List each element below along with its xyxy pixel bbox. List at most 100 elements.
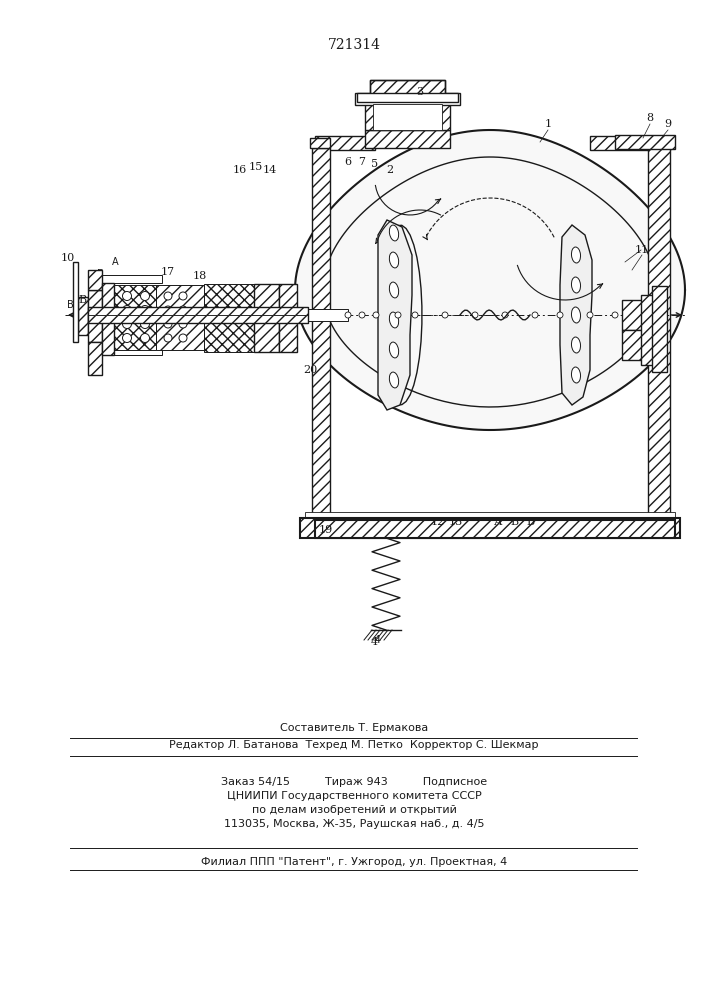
Text: 2: 2: [387, 165, 394, 175]
Ellipse shape: [390, 282, 399, 298]
Bar: [300, 518, 680, 538]
Bar: [308, 309, 348, 321]
Text: 13: 13: [449, 517, 463, 527]
Circle shape: [412, 312, 418, 318]
Bar: [73, 262, 78, 342]
Text: 17: 17: [161, 267, 175, 277]
Circle shape: [502, 312, 508, 318]
Bar: [365, 102, 450, 130]
Bar: [615, 135, 675, 149]
Bar: [310, 138, 330, 148]
Text: 7: 7: [358, 157, 366, 167]
Bar: [88, 307, 308, 323]
Circle shape: [179, 320, 187, 328]
Ellipse shape: [571, 367, 580, 383]
Circle shape: [122, 320, 132, 328]
Circle shape: [164, 334, 172, 342]
Bar: [88, 307, 308, 315]
Bar: [305, 512, 675, 518]
Bar: [622, 330, 644, 360]
Bar: [652, 286, 667, 372]
Circle shape: [532, 312, 538, 318]
Circle shape: [164, 306, 172, 314]
Text: А: А: [112, 257, 118, 267]
Ellipse shape: [390, 225, 399, 241]
Text: 8: 8: [646, 113, 653, 123]
Text: 11: 11: [635, 245, 649, 255]
Text: Составитель Т. Ермакова: Составитель Т. Ермакова: [280, 723, 428, 733]
Text: 14: 14: [263, 165, 277, 175]
Text: 20: 20: [303, 365, 317, 375]
Circle shape: [179, 292, 187, 300]
Bar: [88, 270, 102, 290]
Text: Филиал ППП "Патент", г. Ужгород, ул. Проектная, 4: Филиал ППП "Патент", г. Ужгород, ул. Про…: [201, 857, 507, 867]
Circle shape: [164, 320, 172, 328]
Circle shape: [179, 334, 187, 342]
Circle shape: [612, 312, 618, 318]
Text: 15: 15: [249, 162, 263, 172]
Circle shape: [359, 312, 365, 318]
Text: Б: Б: [510, 517, 518, 527]
Ellipse shape: [571, 277, 580, 293]
Circle shape: [164, 292, 172, 300]
Bar: [88, 290, 102, 342]
Text: ЦНИИПИ Государственного комитета СССР: ЦНИИПИ Государственного комитета СССР: [227, 791, 481, 801]
Circle shape: [557, 312, 563, 318]
Text: 18: 18: [193, 271, 207, 281]
Text: Редактор Л. Батанова  Техред М. Петко  Корректор С. Шекмар: Редактор Л. Батанова Техред М. Петко Кор…: [169, 740, 539, 750]
Bar: [204, 284, 254, 352]
Circle shape: [122, 292, 132, 300]
Bar: [373, 104, 442, 130]
Text: 4: 4: [373, 635, 380, 645]
Bar: [357, 93, 458, 102]
Bar: [641, 295, 656, 365]
Bar: [315, 520, 675, 538]
Text: В: В: [78, 295, 86, 305]
Circle shape: [395, 312, 401, 318]
Bar: [102, 275, 162, 283]
Circle shape: [179, 306, 187, 314]
Ellipse shape: [571, 247, 580, 263]
Bar: [355, 93, 460, 105]
Ellipse shape: [390, 342, 399, 358]
Text: 19: 19: [319, 525, 333, 535]
Bar: [590, 136, 670, 150]
Text: 6: 6: [344, 157, 351, 167]
Bar: [102, 283, 114, 355]
Circle shape: [141, 306, 149, 314]
Text: 16: 16: [233, 165, 247, 175]
Circle shape: [141, 334, 149, 342]
Bar: [88, 342, 102, 375]
Text: 113035, Москва, Ж-35, Раушская наб., д. 4/5: 113035, Москва, Ж-35, Раушская наб., д. …: [223, 819, 484, 829]
Text: 10: 10: [61, 253, 75, 263]
Circle shape: [373, 312, 379, 318]
Bar: [88, 315, 308, 323]
Text: 3: 3: [416, 87, 423, 97]
Bar: [102, 347, 162, 355]
Circle shape: [442, 312, 448, 318]
Text: по делам изобретений и открытий: по делам изобретений и открытий: [252, 805, 457, 815]
Text: 1: 1: [544, 119, 551, 129]
Circle shape: [587, 312, 593, 318]
Text: В: В: [66, 300, 74, 310]
Circle shape: [122, 334, 132, 342]
Bar: [254, 284, 279, 352]
Text: В: В: [526, 517, 534, 527]
Bar: [114, 285, 156, 350]
Bar: [622, 300, 644, 330]
Text: 9: 9: [665, 119, 672, 129]
Circle shape: [345, 312, 351, 318]
Bar: [370, 80, 445, 95]
Bar: [370, 80, 445, 95]
Polygon shape: [378, 220, 412, 410]
Bar: [156, 285, 204, 350]
Text: Заказ 54/15          Тираж 943          Подписное: Заказ 54/15 Тираж 943 Подписное: [221, 777, 487, 787]
Ellipse shape: [571, 307, 580, 323]
Ellipse shape: [571, 337, 580, 353]
Text: А: А: [493, 517, 502, 527]
Circle shape: [472, 312, 478, 318]
Bar: [365, 130, 450, 148]
Bar: [650, 138, 670, 148]
Text: 12: 12: [431, 517, 445, 527]
Circle shape: [122, 306, 132, 314]
